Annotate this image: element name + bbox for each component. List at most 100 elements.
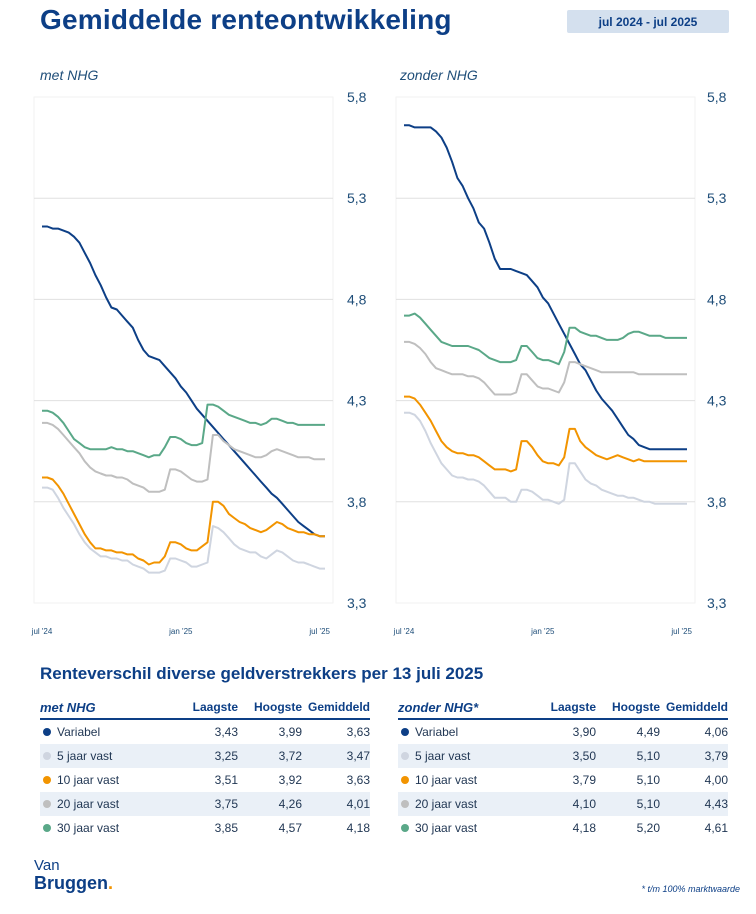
logo-line-2: Bruggen <box>34 873 108 893</box>
cell-high: 5,10 <box>596 792 660 816</box>
table-row: 20 jaar vast 4,10 5,10 4,43 <box>398 792 728 816</box>
cell-high: 3,92 <box>278 773 302 787</box>
y-tick-label: 4,8 <box>347 291 367 307</box>
row-label: Variabel <box>57 725 101 739</box>
charts-area: 3,3 3,8 4,3 4,8 5,3 5,8 jul '24 jan '25 jul '25 m… <box>31 67 727 636</box>
row-label-cell: 30 jaar vast <box>40 816 168 840</box>
legend-dot-icon <box>401 800 409 808</box>
panel-title: zonder NHG <box>399 67 478 83</box>
legend-dot-icon <box>401 776 409 784</box>
row-label: 5 jaar vast <box>415 749 471 763</box>
cell-high: 4,26 <box>238 792 302 816</box>
legend-dot-icon <box>43 776 51 784</box>
y-tick-label: 4,3 <box>707 393 727 409</box>
cell-avg: 4,61 <box>704 821 728 835</box>
row-label: 20 jaar vast <box>57 797 120 811</box>
cell-low: 3,51 <box>214 773 238 787</box>
row-label-cell: Variabel <box>398 719 526 744</box>
y-tick-label: 4,8 <box>707 291 727 307</box>
legend-dot-icon <box>401 728 409 736</box>
row-label: 30 jaar vast <box>57 821 120 835</box>
legend-dot-icon <box>43 800 51 808</box>
y-tick-label: 4,3 <box>347 393 367 409</box>
series-line-0 <box>404 124 687 451</box>
series-line-2 <box>42 476 325 566</box>
row-label-cell: 5 jaar vast <box>40 744 168 768</box>
cell-low: 3,85 <box>214 821 238 835</box>
cell-low: 3,50 <box>526 744 596 768</box>
cell-avg: 3,47 <box>302 744 370 768</box>
row-label-cell: 5 jaar vast <box>398 744 526 768</box>
table-header-row: met NHG Laagste Hoogste Gemiddeld <box>40 696 370 720</box>
cell-avg: 3,63 <box>346 773 370 787</box>
y-tick-label: 3,3 <box>347 595 367 611</box>
table-header-avg: Gemiddeld <box>660 696 728 720</box>
series-line-4 <box>404 312 687 366</box>
cell-avg: 3,63 <box>346 725 370 739</box>
row-label: 10 jaar vast <box>415 773 478 787</box>
table-row: Variabel 3,90 4,49 4,06 <box>398 719 728 744</box>
y-tick-label: 3,8 <box>707 494 727 510</box>
x-tick-label: jan '25 <box>168 627 193 636</box>
series-line-1 <box>404 411 687 505</box>
cell-low: 3,25 <box>168 744 238 768</box>
table-header-low: Laagste <box>168 696 238 720</box>
row-label: 10 jaar vast <box>57 773 120 787</box>
series-line-4 <box>42 403 325 459</box>
rates-table-zonder-nhg: zonder NHG* Laagste Hoogste Gemiddeld Va… <box>398 696 728 840</box>
cell-high: 4,57 <box>278 821 302 835</box>
cell-low: 3,90 <box>572 725 596 739</box>
chart-panel-0: 3,3 3,8 4,3 4,8 5,3 5,8 jul '24 jan '25 jul '25 m… <box>31 67 367 636</box>
x-tick-label: jul '24 <box>393 627 415 636</box>
table-row: 10 jaar vast 3,51 3,92 3,63 <box>40 768 370 792</box>
cell-avg: 4,43 <box>660 792 728 816</box>
table-row: 30 jaar vast 4,18 5,20 4,61 <box>398 816 728 840</box>
legend-dot-icon <box>43 752 51 760</box>
legend-dot-icon <box>43 824 51 832</box>
rates-table-met-nhg: met NHG Laagste Hoogste Gemiddeld Variab… <box>40 696 370 840</box>
row-label: 20 jaar vast <box>415 797 478 811</box>
series-line-1 <box>42 486 325 574</box>
row-label: 5 jaar vast <box>57 749 113 763</box>
row-label: Variabel <box>415 725 459 739</box>
cell-high: 5,10 <box>596 744 660 768</box>
cell-high: 5,10 <box>636 773 660 787</box>
legend-dot-icon <box>401 824 409 832</box>
legend-dot-icon <box>43 728 51 736</box>
x-tick-label: jul '24 <box>31 627 53 636</box>
table-row: Variabel 3,43 3,99 3,63 <box>40 719 370 744</box>
series-line-3 <box>404 340 687 396</box>
row-label-cell: Variabel <box>40 719 168 744</box>
x-tick-label: jan '25 <box>530 627 555 636</box>
van-bruggen-logo: Van Bruggen. <box>34 858 113 893</box>
row-label-cell: 10 jaar vast <box>398 768 526 792</box>
table-header-high: Hoogste <box>238 696 302 720</box>
y-tick-label: 5,3 <box>707 190 727 206</box>
cell-high: 4,49 <box>636 725 660 739</box>
panel-title: met NHG <box>40 67 98 83</box>
legend-dot-icon <box>401 752 409 760</box>
y-tick-label: 3,8 <box>347 494 367 510</box>
plot-area <box>395 96 696 604</box>
table-row: 5 jaar vast 3,25 3,72 3,47 <box>40 744 370 768</box>
cell-avg: 3,79 <box>660 744 728 768</box>
y-tick-label: 5,3 <box>347 190 367 206</box>
table-row: 5 jaar vast 3,50 5,10 3,79 <box>398 744 728 768</box>
logo-dot: . <box>108 873 114 893</box>
series-line-2 <box>404 395 687 473</box>
table-header-label: met NHG <box>40 696 168 720</box>
x-tick-label: jul '25 <box>670 627 692 636</box>
plot-area <box>33 96 334 604</box>
row-label-cell: 20 jaar vast <box>40 792 168 816</box>
row-label: 30 jaar vast <box>415 821 478 835</box>
table-header-label: zonder NHG* <box>398 696 526 720</box>
y-tick-label: 5,8 <box>707 89 727 105</box>
page-title: Gemiddelde renteontwikkeling <box>40 4 452 35</box>
table-row: 30 jaar vast 3,85 4,57 4,18 <box>40 816 370 840</box>
table-header-high: Hoogste <box>596 696 660 720</box>
cell-low: 3,79 <box>572 773 596 787</box>
cell-low: 4,18 <box>572 821 596 835</box>
cell-avg: 4,18 <box>346 821 370 835</box>
table-header-row: zonder NHG* Laagste Hoogste Gemiddeld <box>398 696 728 720</box>
y-tick-label: 3,3 <box>707 595 727 611</box>
